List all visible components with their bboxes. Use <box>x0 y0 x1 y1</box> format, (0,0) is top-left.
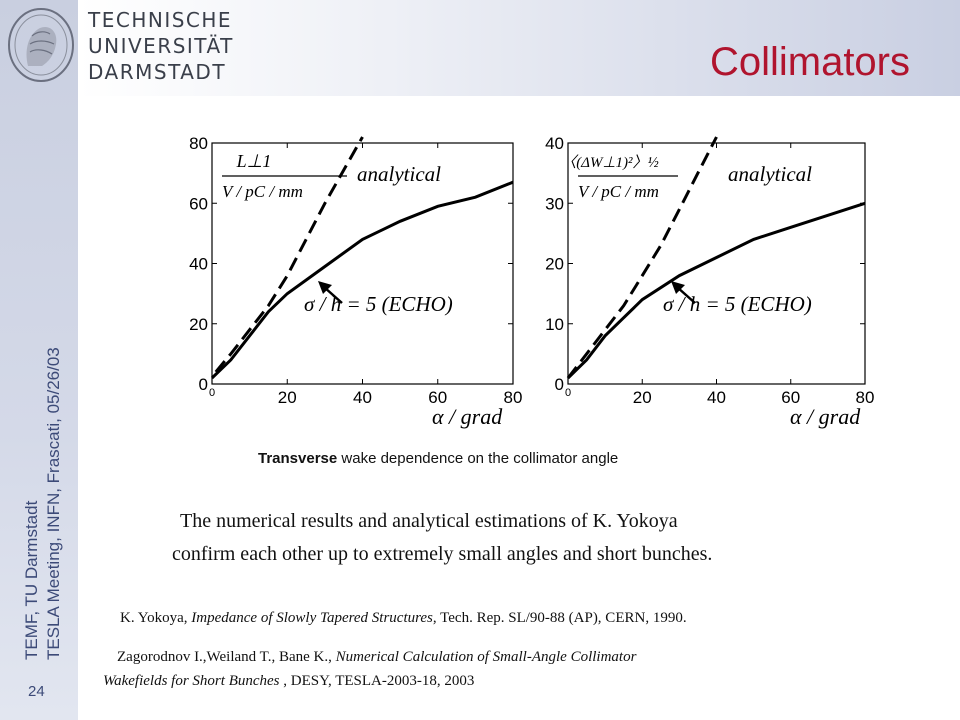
chart2-frame <box>567 142 866 385</box>
chart1-xlabel: α / grad <box>432 404 503 429</box>
chart1-ytick-label: 60 <box>189 194 208 213</box>
caption-bold: Transverse <box>258 450 338 467</box>
chart2-xtick-label: 80 <box>856 388 875 407</box>
chart1-echo-line <box>210 180 514 380</box>
university-name-line-2: UNIVERSITÄT <box>88 34 234 58</box>
figure-caption: Transverse wake dependence on the collim… <box>258 450 618 467</box>
chart2-analytical-label: analytical <box>728 162 812 186</box>
page-number: 24 <box>28 683 45 700</box>
chart1-ytick-label: 80 <box>189 134 208 153</box>
university-name-line-1: TECHNISCHE <box>88 8 233 32</box>
reference-1: K. Yokoya, Impedance of Slowly Tapered S… <box>120 610 687 627</box>
chart1-ytick-label: 20 <box>189 315 208 334</box>
chart2-echo-line <box>566 201 866 380</box>
chart1-ytick-label: 40 <box>189 255 208 274</box>
main-text-line-2: confirm each other up to extremely small… <box>172 543 713 565</box>
chart2-ytick-label: 10 <box>545 315 564 334</box>
chart1-annotation: σ / h = 5 (ECHO) <box>304 292 453 316</box>
main-text-line-1: The numerical results and analytical est… <box>180 510 678 532</box>
ref2-title-part1: Numerical Calculation of Small-Angle Col… <box>335 649 637 665</box>
university-seal-logo <box>8 8 74 82</box>
chart2-xlabel: α / grad <box>790 404 861 429</box>
chart1-analytical-line <box>214 136 364 373</box>
chart1-xtick-label: 80 <box>504 388 523 407</box>
chart1-analytical-label: analytical <box>357 162 441 186</box>
header-band <box>78 0 960 96</box>
chart1-ylabel-denominator: V / pC / mm <box>222 182 303 201</box>
university-name-line-3: DARMSTADT <box>88 60 227 84</box>
ref1-authors: K. Yokoya, <box>120 610 192 626</box>
chart1-ytick-label: 0 <box>199 375 208 394</box>
reference-2-line-2: Wakefields for Short Bunches , DESY, TES… <box>103 673 474 690</box>
ref1-title: Impedance of Slowly Tapered Structures <box>191 610 433 626</box>
chart2-ylabel-denominator: V / pC / mm <box>578 182 659 201</box>
chart1-xtick-label: 40 <box>353 388 372 407</box>
chart1-xtick-label: 60 <box>428 388 447 407</box>
chart1-xtick-label: 0 <box>209 387 215 399</box>
chart2-xtick-label: 60 <box>781 388 800 407</box>
chart2-ytick-label: 20 <box>545 255 564 274</box>
ref2-source: , DESY, TESLA-2003-18, 2003 <box>279 673 475 689</box>
chart2-xtick-label: 40 <box>707 388 726 407</box>
ref2-title-part2: Wakefields for Short Bunches <box>103 673 280 689</box>
chart1-arrow-head <box>318 281 332 294</box>
chart2-annotation: σ / h = 5 (ECHO) <box>663 292 812 316</box>
ref1-source: , Tech. Rep. SL/90-88 (AP), CERN, 1990. <box>432 610 687 626</box>
chart1-xtick-label: 20 <box>278 388 297 407</box>
caption-rest: wake dependence on the collimator angle <box>337 450 619 467</box>
chart1-ylabel-numerator: L⊥1 <box>236 151 272 171</box>
chart2-xtick-label: 0 <box>565 387 571 399</box>
chart2-arrow-head <box>671 281 685 294</box>
chart2-analytical-line <box>566 136 718 379</box>
chart2-ytick-label: 40 <box>545 134 564 153</box>
reference-2-line-1: Zagorodnov I.,Weiland T., Bane K., Numer… <box>117 649 636 666</box>
chart2-ytick-label: 0 <box>555 375 564 394</box>
chart2-ytick-label: 30 <box>545 194 564 213</box>
chart2-xtick-label: 20 <box>633 388 652 407</box>
slide-title: Collimators <box>709 40 910 84</box>
chart2-ylabel-numerator: 〈(ΔW⊥1)²〉½ <box>561 154 659 171</box>
sidebar-band <box>0 0 78 720</box>
ref2-authors: Zagorodnov I.,Weiland T., Bane K., <box>117 649 336 665</box>
